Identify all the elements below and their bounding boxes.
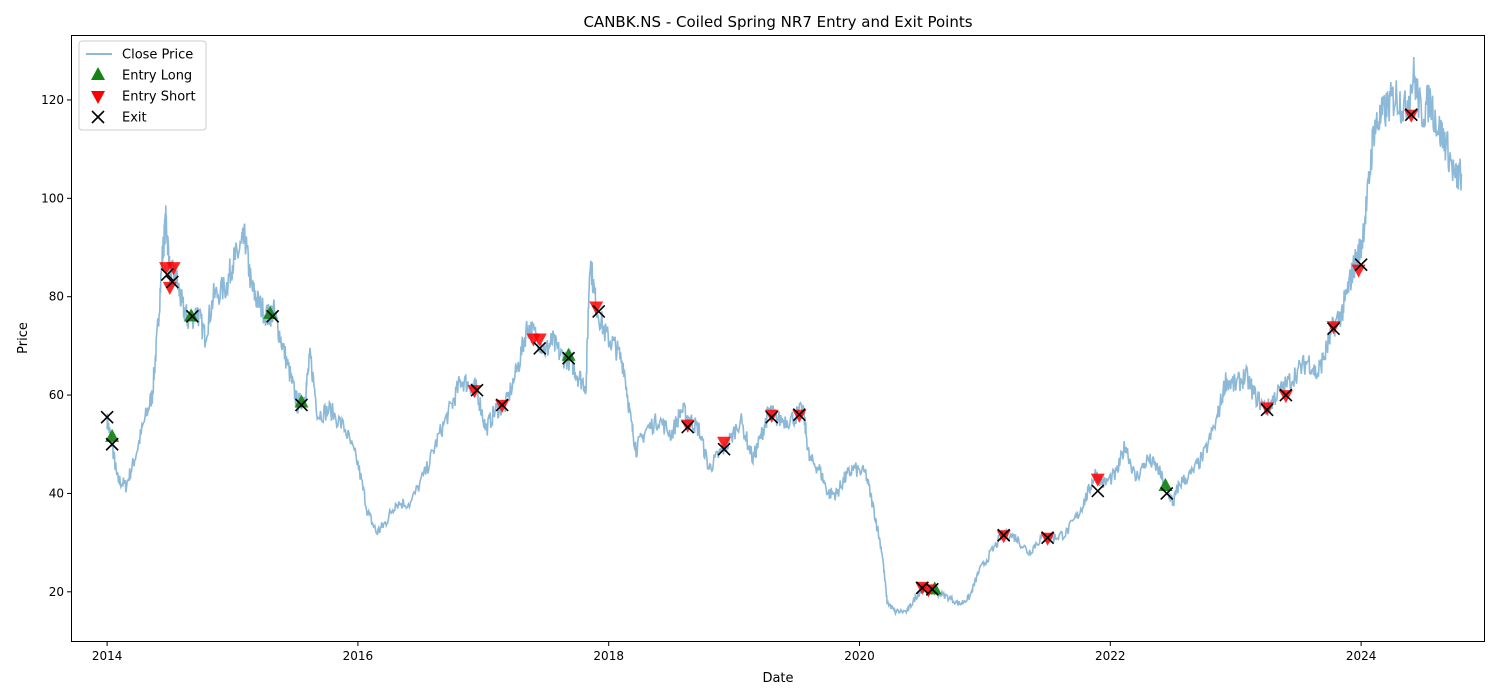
exit-marker: [925, 582, 939, 596]
exit-marker: [470, 383, 484, 397]
entry-short-marker: [921, 584, 936, 598]
x-axis-label: Date: [762, 671, 793, 686]
exit-marker: [1160, 486, 1174, 501]
exit-marker: [1326, 322, 1341, 336]
legend-box: [78, 40, 207, 131]
x-tick-label: 2024: [1346, 649, 1377, 663]
entry-long-marker: [105, 428, 120, 442]
exit-marker: [100, 410, 114, 424]
entry-long-marker: [561, 347, 576, 361]
close-price-layer: [106, 56, 1463, 617]
exit-marker: [294, 398, 309, 412]
plot-area: [100, 56, 1463, 617]
exit-marker: [160, 267, 174, 282]
entry-short-marker: [1351, 264, 1366, 278]
exit-marker: [997, 528, 1011, 542]
chart-title: CANBK.NS - Coiled Spring NR7 Entry and E…: [583, 13, 972, 31]
x-tick-label: 2020: [844, 649, 875, 663]
y-tick-label: 20: [49, 585, 64, 599]
entry-short-marker: [1278, 390, 1293, 404]
entry-short-marker: [996, 530, 1011, 544]
x-tick-label: 2016: [343, 649, 374, 663]
legend-label: Close Price: [122, 48, 193, 63]
exit-marker: [1404, 108, 1418, 122]
y-tick-label: 80: [49, 290, 64, 304]
exit-marker: [495, 398, 509, 412]
entry-short-marker: [1404, 109, 1419, 123]
exit-marker: [533, 341, 547, 355]
exit-marker: [562, 351, 576, 365]
entry-short-marker: [717, 436, 732, 450]
x-tick-label: 2022: [1095, 649, 1126, 663]
y-tick-label: 100: [41, 191, 64, 205]
y-tick-label: 40: [49, 486, 64, 500]
legend-label: Exit: [122, 111, 147, 126]
exit-marker: [105, 437, 119, 451]
legend-swatch-entry-long: [91, 67, 105, 80]
y-axis: 20 40 60 80 100 120: [41, 93, 72, 599]
close-price-line: [106, 56, 1463, 617]
exit-marker: [1279, 388, 1293, 402]
exit-marker: [592, 304, 606, 319]
plot-frame: [71, 35, 1485, 642]
entry-short-marker: [166, 262, 181, 276]
entry-short-marker: [1090, 473, 1105, 487]
entry-short-marker: [495, 399, 510, 413]
exit-marker: [1354, 258, 1368, 272]
exit-marker: [1091, 484, 1105, 498]
exit-marker: [1260, 403, 1274, 417]
entry-long-marker: [294, 394, 309, 408]
exit-marker: [717, 442, 731, 456]
legend-label: Entry Short: [122, 90, 196, 105]
entry-short-marker: [1040, 532, 1055, 546]
marker-layer: [100, 108, 1419, 598]
exit-marker: [185, 309, 199, 323]
entry-short-marker: [532, 333, 547, 347]
exit-marker: [1041, 531, 1055, 545]
exit-marker: [792, 408, 806, 422]
y-axis-label: Price: [16, 322, 31, 354]
legend-swatch-entry-short: [91, 91, 105, 104]
x-tick-label: 2014: [92, 649, 123, 663]
legend: Close Price Entry Long Entry Short Exit: [78, 40, 207, 131]
exit-marker: [266, 309, 280, 323]
x-tick-label: 2018: [593, 649, 624, 663]
exit-marker: [165, 275, 179, 289]
exit-marker: [765, 410, 779, 424]
entry-short-marker: [162, 281, 177, 295]
exit-marker: [681, 420, 695, 434]
x-axis: 2014 2016 2018 2020 2022 2024: [92, 641, 1377, 663]
y-tick-label: 60: [49, 388, 64, 402]
legend-label: Entry Long: [122, 69, 192, 84]
y-tick-label: 120: [41, 93, 64, 107]
entry-short-marker: [792, 409, 807, 423]
